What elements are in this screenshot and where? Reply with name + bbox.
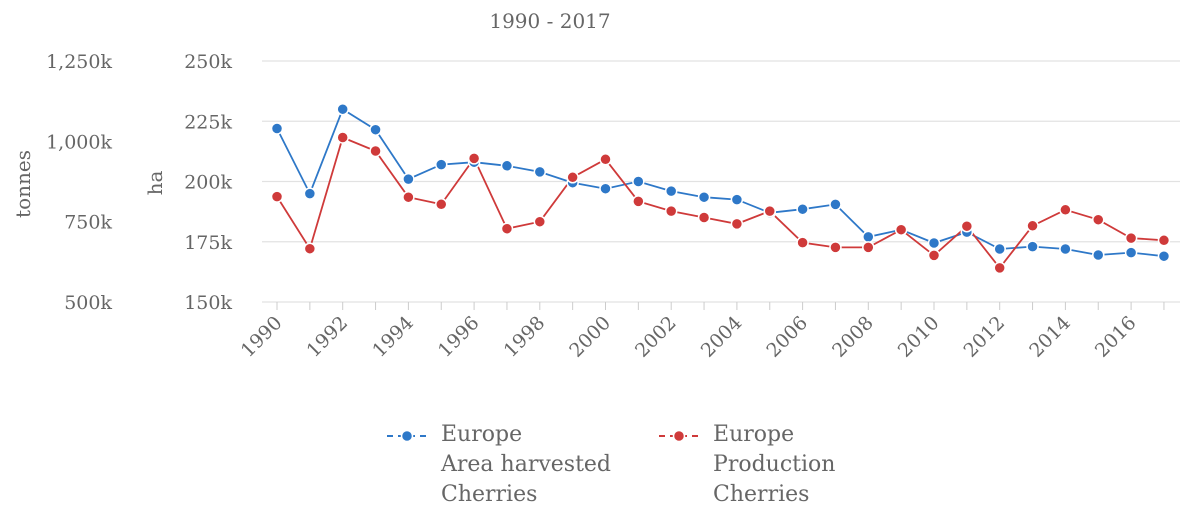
x-tick-label: 2008 — [828, 312, 878, 362]
data-point-area-harvested — [303, 187, 317, 200]
data-point-production — [270, 190, 284, 203]
y-tick-label-ha: 225k — [184, 111, 232, 133]
y-axis-tonnes: 1,250k 1,000k 750k 500k — [46, 51, 112, 314]
data-point-production — [1092, 213, 1105, 226]
data-point-area-harvested — [632, 175, 645, 188]
x-axis: 1990 1992 1994 1996 1998 2000 2002 2004 2006 2008… — [237, 302, 1165, 362]
data-point-area-harvested — [1124, 246, 1138, 259]
y-axis-ha: 250k 225k 200k 175k 150k — [184, 51, 232, 314]
y-tick-label-ha: 250k — [184, 51, 232, 73]
data-point-area-harvested — [435, 158, 448, 171]
legend-line: Europe — [441, 422, 523, 447]
data-point-area-harvested — [664, 184, 678, 198]
data-point-area-harvested — [829, 198, 842, 211]
legend-line: Europe — [713, 422, 795, 447]
y-tick-label-ha: 150k — [184, 292, 232, 314]
x-tick-label: 2002 — [631, 312, 681, 362]
data-point-production — [1059, 203, 1072, 217]
y-tick-label-tonnes: 750k — [64, 212, 112, 234]
x-tick-label: 2000 — [565, 312, 615, 362]
data-point-production — [829, 241, 842, 254]
data-point-production — [1124, 231, 1138, 245]
gridlines — [262, 60, 1180, 303]
data-point-production — [566, 171, 579, 184]
y-axis-title-ha: ha — [143, 171, 167, 196]
data-point-area-harvested — [500, 159, 514, 173]
data-point-production — [730, 217, 744, 231]
data-point-area-harvested — [1092, 248, 1105, 262]
data-point-production — [303, 242, 317, 255]
data-point-production — [599, 153, 612, 166]
legend-line: Cherries — [441, 482, 538, 507]
legend-item-production[interactable]: Europe Production Cherries — [657, 420, 835, 510]
data-point-production — [993, 261, 1006, 275]
legend-marker-red — [659, 429, 700, 443]
x-tick-label: 2012 — [959, 312, 1009, 362]
data-point-production — [796, 236, 809, 249]
legend-line: Cherries — [713, 482, 810, 507]
data-point-area-harvested — [369, 123, 382, 136]
data-point-production — [697, 211, 711, 224]
data-point-area-harvested — [862, 230, 875, 244]
x-tick-label: 2014 — [1025, 312, 1075, 362]
data-point-area-harvested — [402, 172, 415, 186]
y-tick-label-tonnes: 500k — [64, 292, 112, 314]
data-point-area-harvested — [1157, 249, 1171, 263]
data-point-area-harvested — [599, 182, 612, 195]
legend-label-area-harvested: Europe Area harvested Cherries — [441, 420, 611, 510]
data-point-production — [763, 204, 776, 218]
x-tick-label: 1996 — [434, 312, 484, 362]
x-tick-label: 2006 — [762, 312, 812, 362]
x-tick-label: 1998 — [500, 312, 550, 362]
legend-item-area-harvested[interactable]: Europe Area harvested Cherries — [385, 420, 611, 510]
data-point-production — [1157, 234, 1171, 247]
data-point-area-harvested — [927, 236, 941, 250]
data-point-area-harvested — [336, 102, 349, 116]
x-tick-label: 1992 — [302, 312, 352, 362]
x-tick-label: 1994 — [368, 312, 418, 362]
data-point-area-harvested — [270, 122, 284, 135]
y-tick-label-tonnes: 1,000k — [46, 131, 112, 153]
y-axis-title-tonnes: tonnes — [11, 150, 35, 218]
data-point-production — [500, 222, 514, 235]
data-point-area-harvested — [697, 190, 711, 204]
legend-label-production: Europe Production Cherries — [713, 420, 835, 510]
y-tick-label-ha: 175k — [184, 232, 232, 254]
legend-line: Production — [713, 452, 836, 477]
data-point-production — [533, 215, 547, 228]
data-point-area-harvested — [533, 165, 547, 179]
x-tick-label: 1990 — [237, 312, 287, 362]
data-point-production — [435, 198, 448, 211]
data-point-production — [960, 219, 974, 233]
y-tick-label-ha: 200k — [184, 172, 232, 194]
data-point-production — [369, 144, 382, 158]
legend-line: Area harvested — [441, 452, 612, 477]
data-point-production — [664, 204, 678, 218]
y-tick-label-tonnes: 1,250k — [46, 51, 112, 73]
x-tick-label: 2016 — [1091, 312, 1141, 362]
data-point-production — [336, 131, 349, 144]
data-point-area-harvested — [1059, 242, 1072, 256]
x-tick-label: 2004 — [697, 312, 747, 362]
data-point-production — [467, 152, 481, 165]
data-point-production — [927, 249, 941, 262]
data-point-production — [894, 223, 908, 236]
x-tick-label: 2010 — [894, 312, 944, 362]
data-point-area-harvested — [993, 242, 1006, 256]
chart-subtitle: 1990 - 2017 — [489, 9, 610, 33]
data-point-area-harvested — [1026, 240, 1039, 253]
data-point-production — [862, 241, 875, 254]
data-point-production — [1026, 219, 1039, 233]
data-point-production — [632, 195, 645, 208]
data-point-area-harvested — [730, 193, 744, 206]
legend-marker-blue — [387, 429, 427, 443]
data-point-production — [402, 190, 415, 204]
series-layer — [270, 102, 1171, 275]
data-point-area-harvested — [796, 202, 809, 216]
legend: Europe Area harvested Cherries Europe Pr… — [385, 420, 835, 510]
series-line-production — [276, 136, 1165, 270]
